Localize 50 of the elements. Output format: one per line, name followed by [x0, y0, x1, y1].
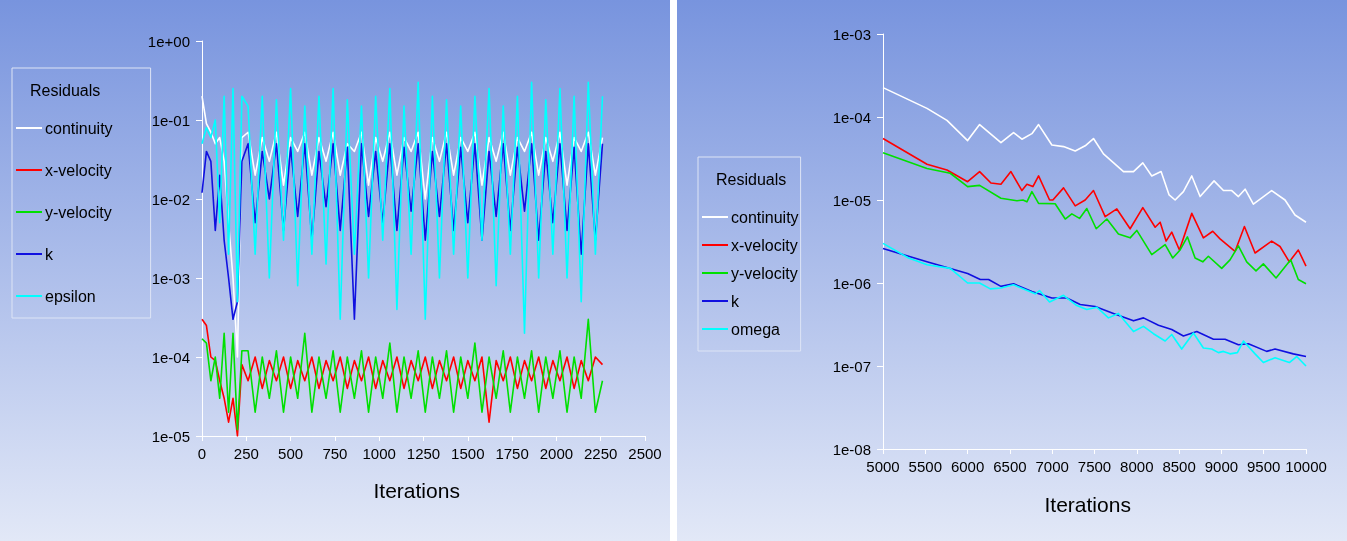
- x-tick-label: 500: [278, 445, 304, 462]
- x-tick-label: 2500: [628, 445, 662, 462]
- x-tick-label: 5000: [866, 458, 900, 475]
- x-tick-label: 1500: [451, 445, 485, 462]
- y-tick-label: 1e-04: [151, 348, 190, 366]
- x-tick-label: 750: [322, 445, 348, 462]
- x-tick-label: 5500: [908, 458, 942, 475]
- x-tick-label: 250: [233, 445, 259, 462]
- y-tick-label: 1e-05: [151, 427, 190, 445]
- legend-label: epsilon: [45, 287, 96, 305]
- legend-label: continuity: [45, 119, 113, 137]
- x-tick-label: 7500: [1077, 458, 1112, 475]
- x-tick-label: 8000: [1120, 458, 1154, 475]
- y-tick-label: 1e-04: [832, 108, 871, 126]
- x-tick-label: 8500: [1162, 458, 1196, 475]
- x-tick-label: 7000: [1035, 458, 1069, 475]
- y-tick-label: 1e-06: [832, 274, 871, 292]
- legend-label: y-velocity: [731, 264, 798, 282]
- legend-title: Residuals: [30, 81, 101, 99]
- legend-label: k: [45, 245, 54, 263]
- y-tick-label: 1e-07: [832, 357, 871, 375]
- legend-label: y-velocity: [45, 203, 112, 221]
- legend-title: Residuals: [716, 170, 787, 188]
- y-tick-label: 1e-03: [832, 25, 871, 43]
- x-tick-label: 9500: [1247, 458, 1281, 475]
- x-tick-label: 6000: [950, 458, 985, 475]
- line-series: [882, 152, 1307, 285]
- x-tick-label: 2000: [539, 445, 574, 462]
- legend-label: omega: [731, 320, 781, 338]
- y-tick-label: 1e+00: [147, 32, 190, 50]
- legend-label: continuity: [731, 208, 799, 226]
- legend-label: k: [731, 292, 740, 310]
- x-axis-title: Iterations: [1044, 493, 1131, 516]
- legend-label: x-velocity: [45, 161, 112, 179]
- x-tick-label: 2250: [584, 445, 618, 462]
- line-series: [882, 137, 1307, 267]
- x-tick-label: 10000: [1285, 458, 1327, 475]
- y-tick-label: 1e-01: [151, 111, 190, 129]
- x-tick-label: 1250: [406, 445, 441, 462]
- x-tick-label: 6500: [993, 458, 1027, 475]
- y-tick-label: 1e-08: [832, 440, 871, 458]
- x-axis-title: Iterations: [373, 479, 460, 502]
- x-tick-label: 9000: [1204, 458, 1239, 475]
- y-tick-label: 1e-05: [832, 191, 871, 209]
- legend-label: x-velocity: [731, 236, 798, 254]
- x-tick-label: 1000: [362, 445, 396, 462]
- y-tick-label: 1e-02: [151, 190, 190, 208]
- x-tick-label: 0: [197, 445, 207, 462]
- x-tick-label: 1750: [495, 445, 529, 462]
- y-tick-label: 1e-03: [151, 269, 190, 287]
